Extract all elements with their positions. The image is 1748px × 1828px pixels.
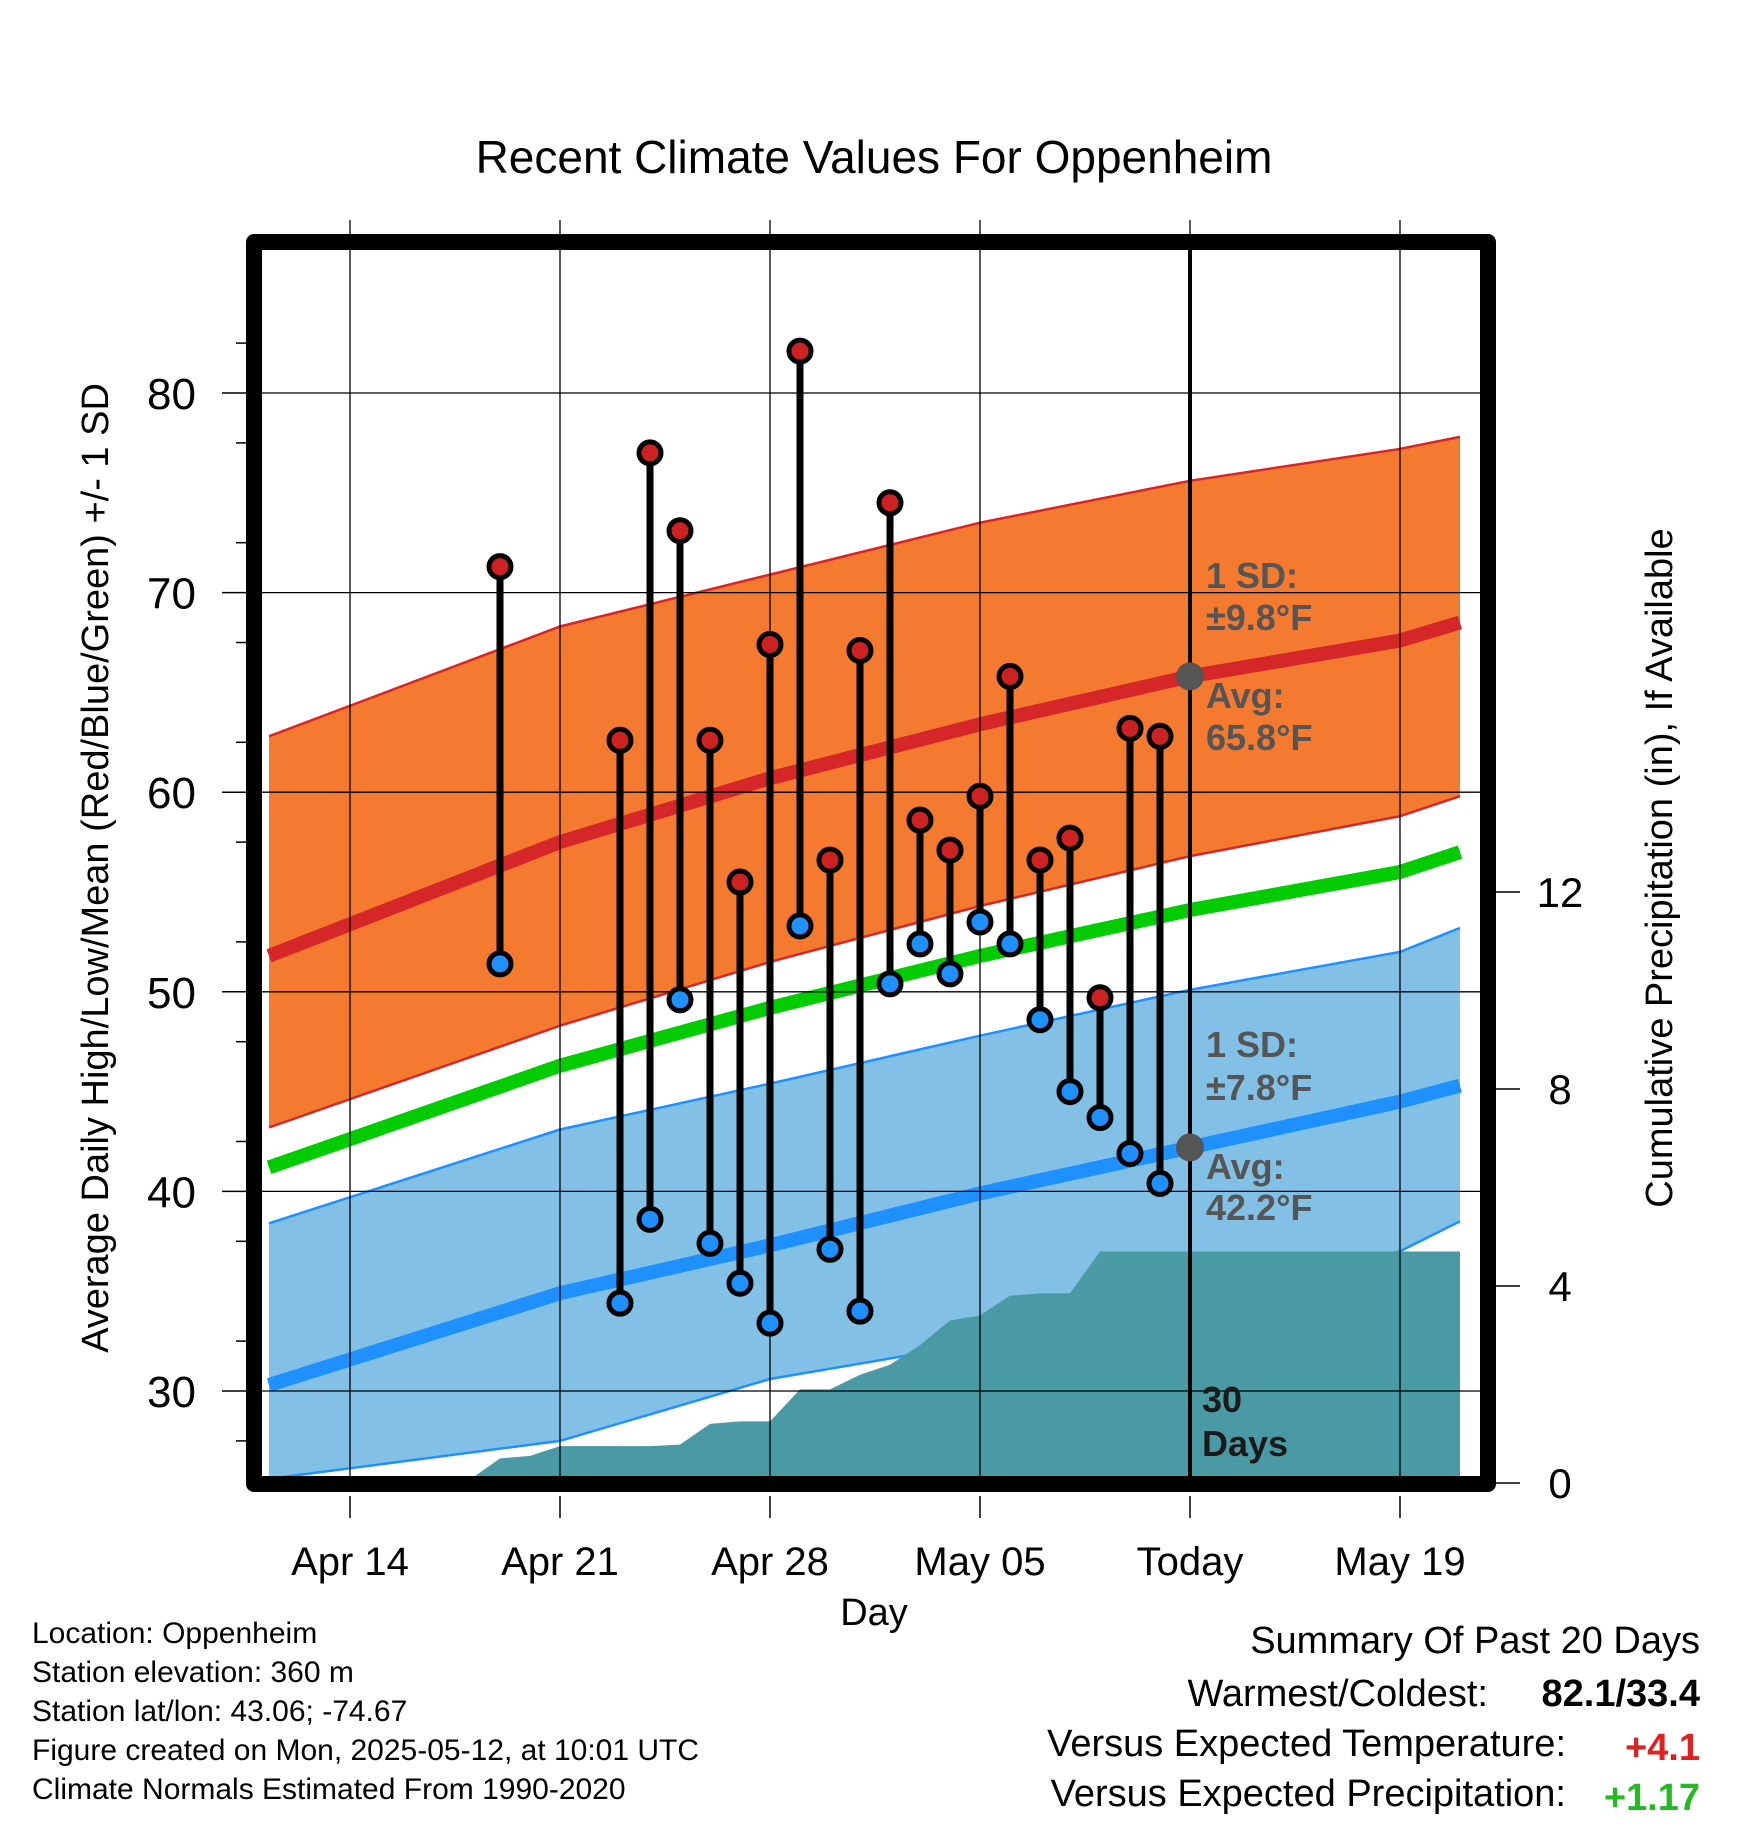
low-point bbox=[846, 1297, 874, 1325]
high-point bbox=[906, 806, 934, 834]
y-tick-label: 80 bbox=[147, 370, 196, 419]
summary-title: Summary Of Past 20 Days bbox=[1250, 1620, 1700, 1662]
high-point bbox=[966, 782, 994, 810]
y2-axis-label: Cumulative Precipitation (in), If Availa… bbox=[1639, 528, 1681, 1207]
low-point bbox=[1056, 1078, 1084, 1106]
low-point bbox=[906, 930, 934, 958]
high-sd-label: 1 SD: bbox=[1206, 555, 1298, 596]
high-point bbox=[936, 836, 964, 864]
x-tick-label: Today bbox=[1137, 1540, 1244, 1584]
high-point bbox=[636, 439, 664, 467]
low-point bbox=[996, 930, 1024, 958]
low-point bbox=[486, 950, 514, 978]
footer-normals: Climate Normals Estimated From 1990-2020 bbox=[32, 1773, 626, 1806]
footer-elevation: Station elevation: 360 m bbox=[32, 1656, 354, 1689]
low-avg-label: Avg: bbox=[1206, 1146, 1285, 1187]
x-tick-label: May 19 bbox=[1334, 1540, 1465, 1584]
high-avg-marker bbox=[1176, 662, 1204, 691]
high-point bbox=[756, 630, 784, 658]
low-point bbox=[726, 1269, 754, 1297]
high-point bbox=[726, 868, 754, 896]
y-tick-label: 40 bbox=[147, 1168, 196, 1217]
high-avg-value: 65.8°F bbox=[1206, 717, 1312, 758]
low-point bbox=[786, 912, 814, 940]
x-tick-label: Apr 28 bbox=[711, 1540, 829, 1584]
low-point bbox=[1086, 1104, 1114, 1132]
high-point bbox=[696, 726, 724, 754]
low-point bbox=[1116, 1139, 1144, 1167]
high-avg-label: Avg: bbox=[1206, 675, 1285, 716]
high-sd-band bbox=[269, 436, 1460, 1128]
high-point bbox=[1116, 714, 1144, 742]
low-point bbox=[696, 1229, 724, 1257]
period-unit: Days bbox=[1202, 1423, 1288, 1464]
summary-precip-label: Versus Expected Precipitation: bbox=[1050, 1773, 1566, 1815]
high-point bbox=[786, 337, 814, 365]
y-tick-label: 60 bbox=[147, 769, 196, 818]
low-avg-value: 42.2°F bbox=[1206, 1187, 1312, 1228]
high-point bbox=[996, 662, 1024, 690]
summary-precip-value: +1.17 bbox=[1603, 1777, 1700, 1819]
period-number: 30 bbox=[1202, 1379, 1242, 1420]
y2-tick-label: 8 bbox=[1548, 1066, 1571, 1113]
footer-latlon: Station lat/lon: 43.06; -74.67 bbox=[32, 1695, 408, 1728]
chart-title: Recent Climate Values For Oppenheim bbox=[476, 131, 1273, 183]
high-point bbox=[1026, 846, 1054, 874]
x-tick-label: Apr 21 bbox=[501, 1540, 619, 1584]
low-point bbox=[756, 1309, 784, 1337]
low-point bbox=[936, 960, 964, 988]
high-point bbox=[606, 726, 634, 754]
high-point bbox=[1086, 984, 1114, 1012]
summary-temp-label: Versus Expected Temperature: bbox=[1047, 1723, 1566, 1765]
y-axis-label: Average Daily High/Low/Mean (Red/Blue/Gr… bbox=[75, 383, 117, 1353]
y-tick-label: 50 bbox=[147, 969, 196, 1018]
footer-created: Figure created on Mon, 2025-05-12, at 10… bbox=[32, 1734, 700, 1767]
low-point bbox=[966, 908, 994, 936]
x-tick-label: Apr 14 bbox=[291, 1540, 409, 1584]
footer-location: Location: Oppenheim bbox=[32, 1617, 318, 1650]
plot-frame bbox=[246, 234, 1496, 1492]
low-sd-label: 1 SD: bbox=[1206, 1024, 1298, 1065]
low-sd-value: ±7.8°F bbox=[1206, 1067, 1312, 1108]
high-point bbox=[1056, 824, 1084, 852]
low-point bbox=[636, 1205, 664, 1233]
y2-tick-label: 0 bbox=[1548, 1460, 1571, 1507]
y2-tick-label: 12 bbox=[1537, 869, 1584, 916]
high-point bbox=[486, 553, 514, 581]
high-sd-value: ±9.8°F bbox=[1206, 597, 1312, 638]
y2-tick-label: 4 bbox=[1548, 1263, 1571, 1310]
high-point bbox=[1146, 722, 1174, 750]
low-point bbox=[816, 1235, 844, 1263]
low-point bbox=[606, 1289, 634, 1317]
low-point bbox=[876, 970, 904, 998]
y-tick-label: 70 bbox=[147, 570, 196, 619]
x-tick-label: May 05 bbox=[914, 1540, 1045, 1584]
low-point bbox=[1026, 1006, 1054, 1034]
high-point bbox=[666, 517, 694, 545]
high-point bbox=[846, 636, 874, 664]
high-point bbox=[876, 489, 904, 517]
x-axis-label: Day bbox=[840, 1592, 908, 1634]
summary-warm-cold-value: 82.1/33.4 bbox=[1541, 1673, 1700, 1715]
y-tick-label: 30 bbox=[147, 1368, 196, 1417]
low-point bbox=[666, 986, 694, 1014]
precipitation-area bbox=[290, 1251, 1460, 1476]
low-avg-marker bbox=[1176, 1133, 1204, 1162]
summary-warm-cold-label: Warmest/Coldest: bbox=[1187, 1673, 1488, 1715]
summary-temp-value: +4.1 bbox=[1624, 1727, 1700, 1769]
high-point bbox=[816, 846, 844, 874]
low-point bbox=[1146, 1169, 1174, 1197]
